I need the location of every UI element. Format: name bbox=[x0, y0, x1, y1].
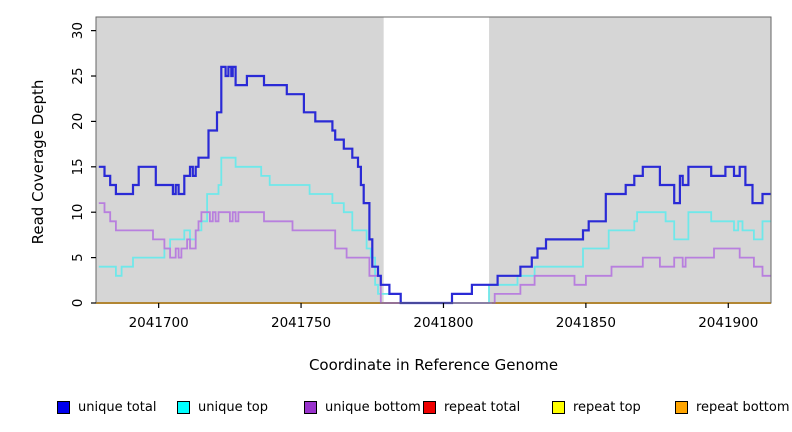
legend-swatch-icon bbox=[304, 400, 317, 414]
legend-item-repeat-total: repeat total bbox=[423, 398, 520, 416]
series-unique-total bbox=[98, 65, 771, 305]
legend: unique total unique top unique bottom repea… bbox=[0, 398, 792, 418]
legend-label: unique top bbox=[198, 399, 269, 415]
y-tick-label: 30 bbox=[70, 22, 86, 39]
y-axis-title: Read Coverage Depth bbox=[29, 79, 47, 245]
legend-item-unique-top: unique top bbox=[177, 398, 268, 416]
legend-swatch-icon bbox=[552, 400, 565, 414]
plot-box bbox=[95, 16, 772, 304]
legend-item-repeat-top: repeat top bbox=[552, 398, 641, 416]
x-tick-label: 2041800 bbox=[413, 315, 473, 331]
x-tick-label: 2041750 bbox=[271, 315, 331, 331]
legend-item-unique-bottom: unique bottom bbox=[304, 398, 421, 416]
legend-label: repeat bottom bbox=[696, 399, 790, 415]
y-tick-label: 10 bbox=[70, 204, 86, 221]
x-tick-label: 2041900 bbox=[698, 315, 758, 331]
y-tick-label: 15 bbox=[70, 158, 86, 175]
legend-swatch-icon bbox=[57, 400, 70, 414]
masked-band bbox=[383, 17, 490, 303]
legend-label: unique bottom bbox=[325, 399, 421, 415]
x-tick-label: 2041700 bbox=[129, 315, 189, 331]
y-tick-label: 20 bbox=[70, 113, 86, 130]
legend-label: repeat top bbox=[573, 399, 641, 415]
y-tick-label: 5 bbox=[70, 253, 86, 262]
y-tick-label: 0 bbox=[70, 299, 86, 308]
legend-label: unique total bbox=[78, 399, 157, 415]
y-tick-label: 25 bbox=[70, 67, 86, 84]
legend-item-unique-total: unique total bbox=[57, 398, 156, 416]
series-unique-top bbox=[98, 156, 771, 304]
legend-swatch-icon bbox=[423, 400, 436, 414]
series-unique-bottom bbox=[98, 202, 771, 304]
coverage-plot: 2041700 2041750 2041800 2041850 2041900 0 5 10 1… bbox=[70, 16, 772, 331]
legend-label: repeat total bbox=[444, 399, 521, 415]
x-axis-title: Coordinate in Reference Genome bbox=[308, 356, 559, 374]
x-tick-label: 2041850 bbox=[556, 315, 616, 331]
legend-item-repeat-bottom: repeat bottom bbox=[675, 398, 790, 416]
legend-swatch-icon bbox=[675, 400, 688, 414]
legend-swatch-icon bbox=[177, 400, 190, 414]
